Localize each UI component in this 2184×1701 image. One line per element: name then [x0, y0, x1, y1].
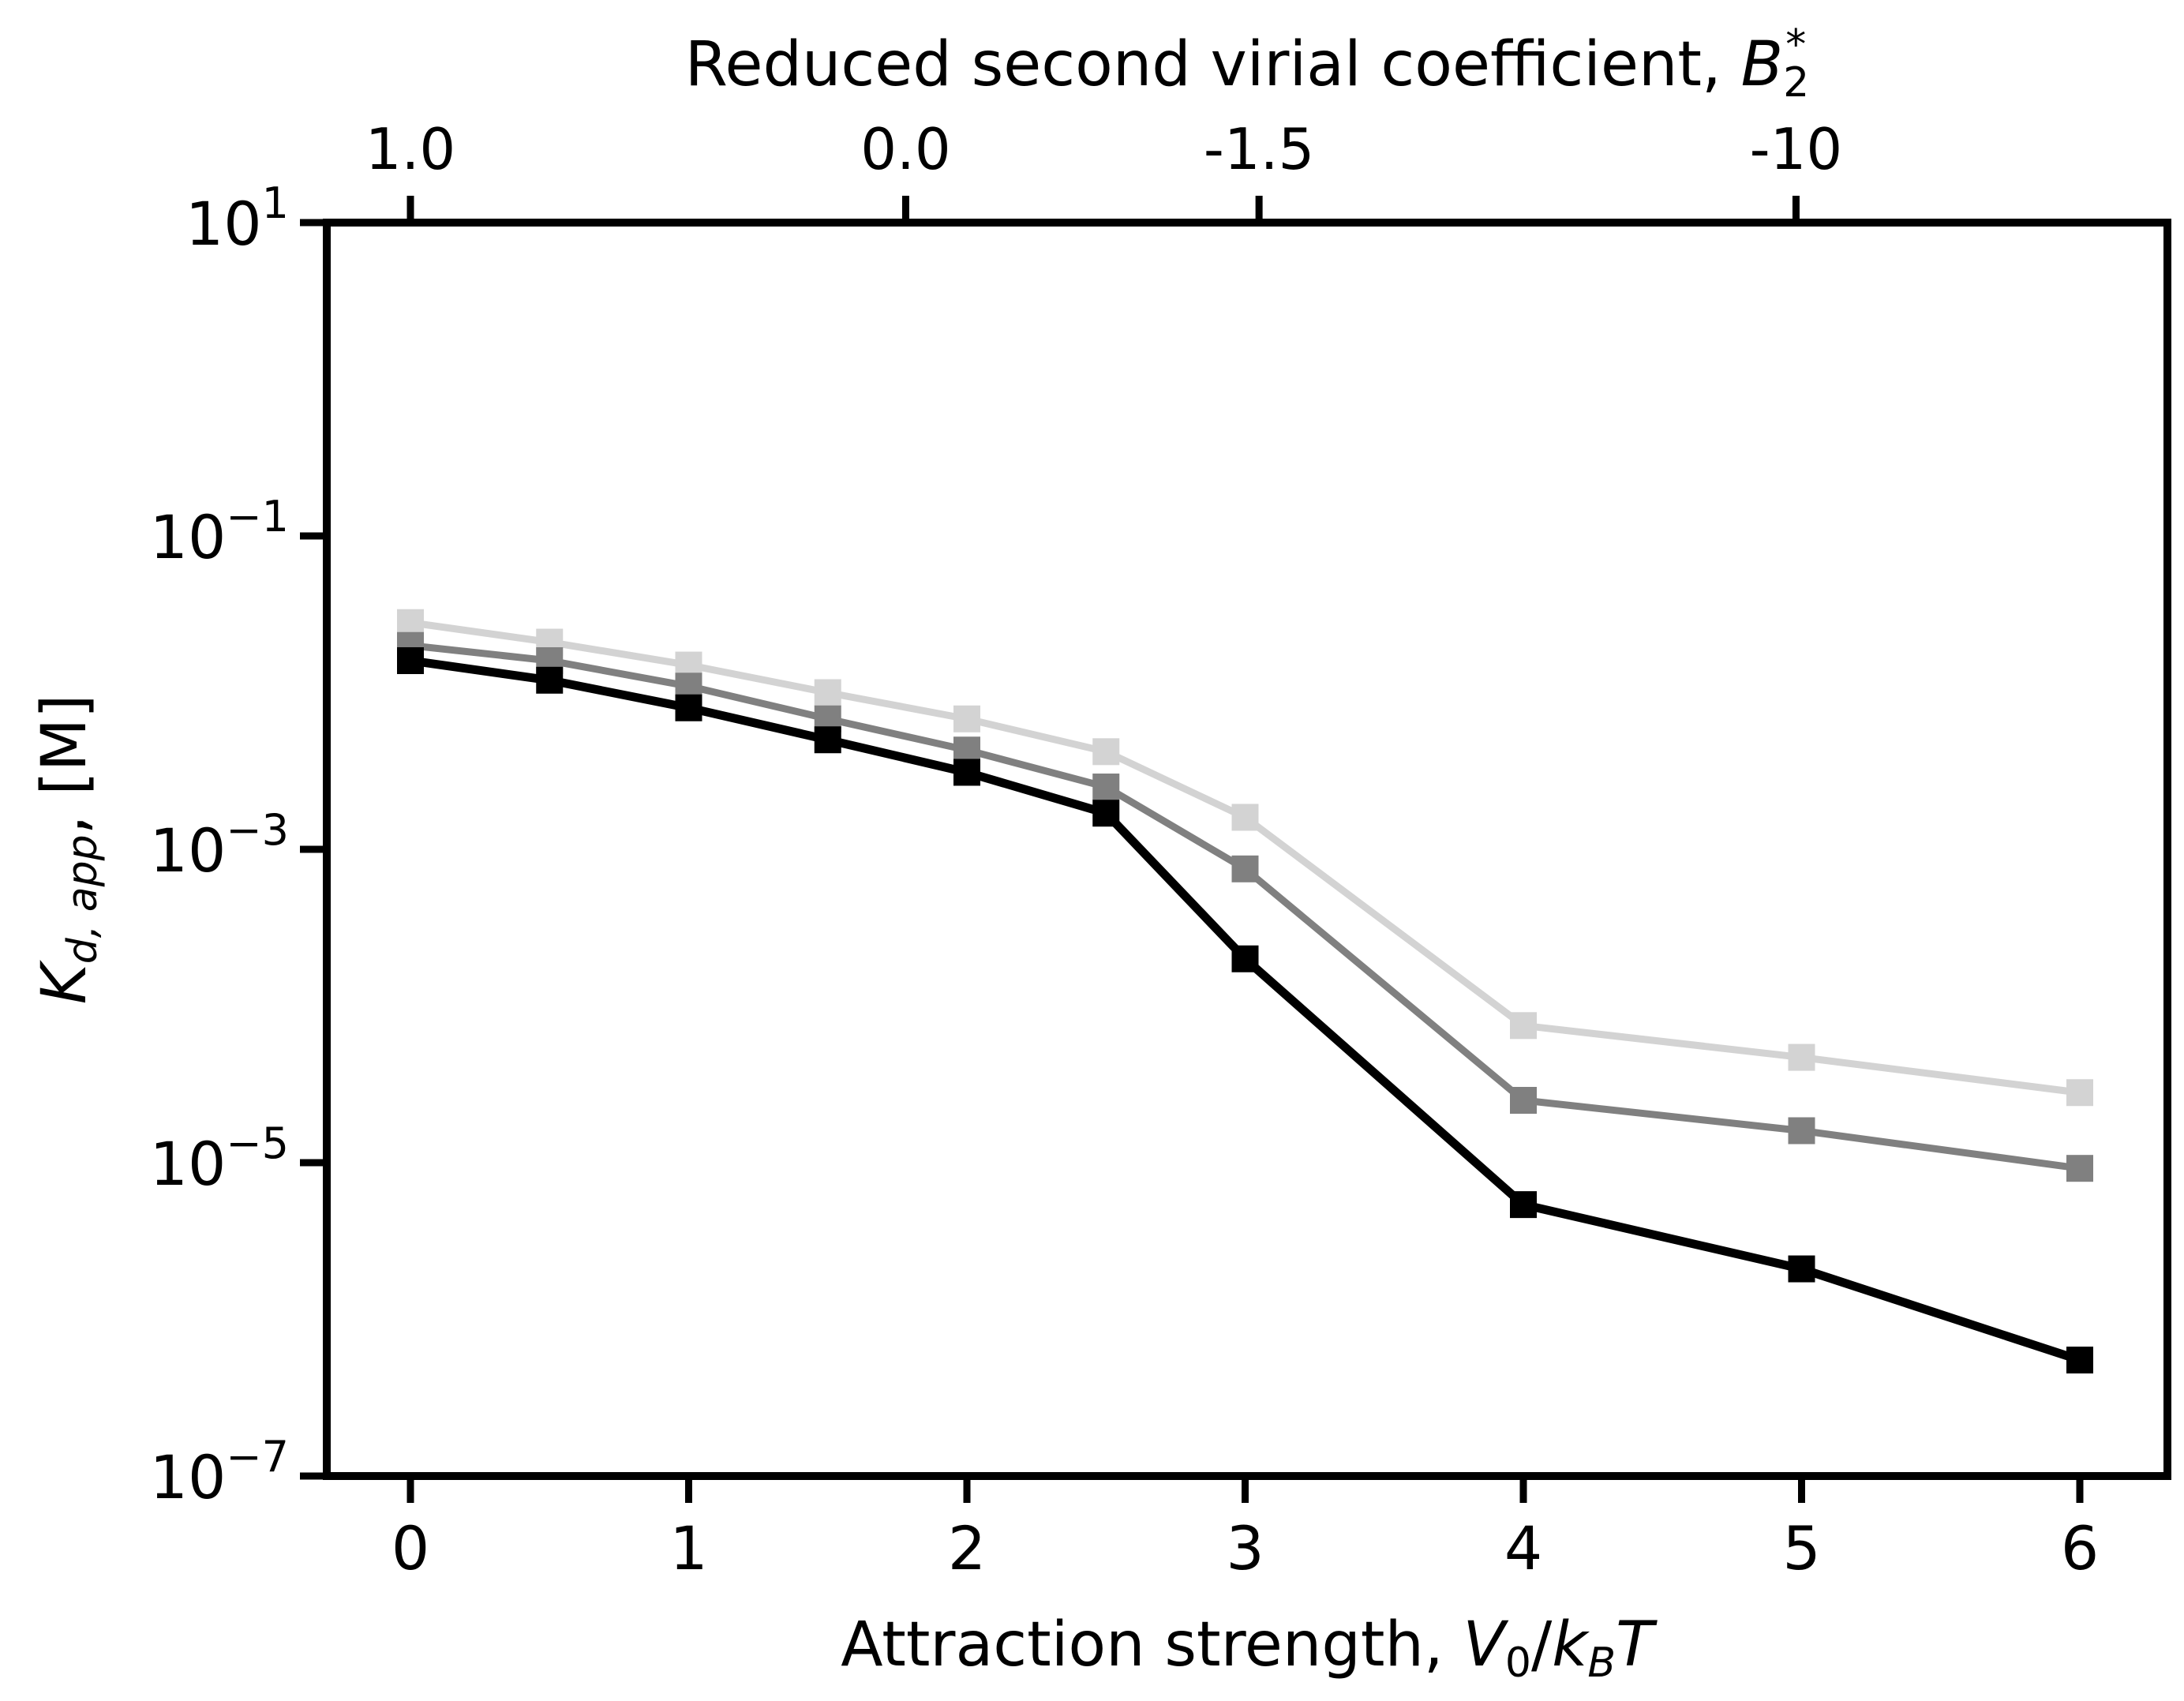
series-1	[397, 609, 2093, 1107]
data-point	[1092, 738, 1120, 766]
top-x-tick-label: 0.0	[860, 116, 951, 182]
data-point	[1788, 1043, 1815, 1071]
data-point	[953, 759, 980, 786]
x-tick-label: 4	[1504, 1513, 1542, 1583]
top-x-tick-label: 1.0	[365, 116, 456, 182]
data-point	[2066, 1155, 2093, 1182]
ticks-layer: 0 1 2 3 4 5 6 1.0 0.0 -1.5 -10 101 10−1 10−3 10−5 10−7	[150, 116, 2100, 1583]
series-line	[410, 642, 2081, 1172]
y-axis-label: Kd, app, [M]	[29, 695, 107, 1005]
data-point	[1510, 1191, 1537, 1219]
x-tick-label: 2	[948, 1513, 986, 1583]
data-point	[397, 646, 424, 674]
top-x-axis-label: Reduced second virial coefficient, B2*	[685, 21, 1809, 107]
y-tick-label: 10−3	[150, 805, 289, 886]
data-point	[953, 705, 980, 732]
data-point	[2066, 1347, 2093, 1374]
data-point	[1510, 1087, 1537, 1115]
plot-frame	[323, 219, 2171, 1480]
series-layer	[397, 609, 2093, 1374]
data-point	[814, 679, 841, 706]
data-point	[1788, 1117, 1815, 1145]
y-tick-label: 10−5	[150, 1118, 289, 1199]
x-tick-label: 3	[1226, 1513, 1264, 1583]
data-point	[1231, 945, 1259, 972]
top-x-tick-label: -10	[1750, 116, 1843, 182]
data-point	[397, 609, 424, 636]
data-point	[2066, 1079, 2093, 1107]
data-point	[814, 726, 841, 754]
y-tick-label: 101	[185, 178, 289, 259]
data-point	[1231, 855, 1259, 882]
data-point	[1510, 1012, 1537, 1040]
series-3	[397, 646, 2093, 1374]
y-tick-label: 10−1	[150, 492, 289, 572]
top-x-tick-label: -1.5	[1204, 116, 1314, 182]
y-tick-label: 10−7	[150, 1432, 289, 1512]
data-point	[1231, 804, 1259, 831]
series-line	[410, 619, 2081, 1096]
series-2	[397, 631, 2093, 1182]
x-axis-label: Attraction strength, V0/kBT	[841, 1609, 1658, 1687]
data-point	[1092, 774, 1120, 801]
series-line	[410, 656, 2081, 1365]
x-tick-label: 6	[2061, 1513, 2099, 1583]
x-tick-label: 5	[1782, 1513, 1820, 1583]
x-tick-label: 0	[391, 1513, 429, 1583]
data-point	[675, 694, 702, 721]
data-point	[1788, 1255, 1815, 1283]
x-tick-label: 1	[669, 1513, 707, 1583]
data-point	[536, 666, 564, 694]
data-point	[1092, 800, 1120, 827]
